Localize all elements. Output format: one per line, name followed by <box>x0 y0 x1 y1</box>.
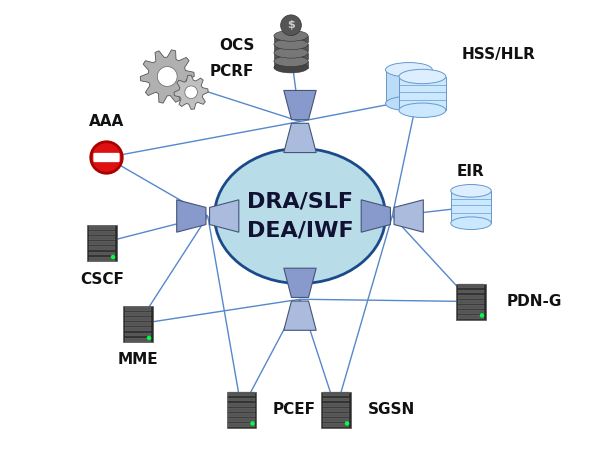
Text: MME: MME <box>118 352 158 368</box>
FancyBboxPatch shape <box>399 76 446 110</box>
FancyBboxPatch shape <box>458 310 484 314</box>
FancyBboxPatch shape <box>228 403 255 406</box>
Ellipse shape <box>386 63 432 77</box>
FancyBboxPatch shape <box>89 247 115 250</box>
Polygon shape <box>394 200 424 232</box>
FancyBboxPatch shape <box>274 44 308 50</box>
FancyBboxPatch shape <box>228 418 255 422</box>
Text: DRA/SLF
DEA/IWF: DRA/SLF DEA/IWF <box>247 191 353 241</box>
FancyBboxPatch shape <box>228 408 255 412</box>
FancyBboxPatch shape <box>458 295 484 298</box>
FancyBboxPatch shape <box>89 226 115 230</box>
Polygon shape <box>361 200 391 232</box>
Polygon shape <box>284 123 316 153</box>
FancyBboxPatch shape <box>386 70 432 104</box>
Polygon shape <box>174 75 208 109</box>
FancyBboxPatch shape <box>274 53 308 59</box>
Text: PCEF: PCEF <box>273 402 316 417</box>
FancyBboxPatch shape <box>88 225 116 261</box>
Ellipse shape <box>185 86 197 99</box>
Ellipse shape <box>451 184 491 197</box>
Text: $: $ <box>287 20 295 30</box>
Circle shape <box>250 421 255 426</box>
Polygon shape <box>284 90 316 120</box>
Polygon shape <box>284 301 316 330</box>
FancyBboxPatch shape <box>125 312 151 316</box>
Ellipse shape <box>274 31 308 41</box>
Circle shape <box>480 313 484 318</box>
Ellipse shape <box>274 39 308 50</box>
FancyBboxPatch shape <box>323 423 349 427</box>
Ellipse shape <box>157 67 177 86</box>
Circle shape <box>281 15 301 36</box>
FancyBboxPatch shape <box>125 338 151 342</box>
FancyBboxPatch shape <box>458 305 484 309</box>
Ellipse shape <box>399 69 446 84</box>
FancyBboxPatch shape <box>274 36 308 42</box>
Ellipse shape <box>274 56 308 67</box>
Text: SGSN: SGSN <box>367 402 415 417</box>
FancyBboxPatch shape <box>458 300 484 304</box>
FancyBboxPatch shape <box>227 392 256 428</box>
FancyBboxPatch shape <box>125 317 151 321</box>
FancyBboxPatch shape <box>89 231 115 235</box>
Polygon shape <box>284 268 316 297</box>
FancyBboxPatch shape <box>94 153 119 162</box>
FancyBboxPatch shape <box>89 257 115 261</box>
Text: CSCF: CSCF <box>80 271 124 287</box>
FancyBboxPatch shape <box>125 322 151 326</box>
Ellipse shape <box>451 217 491 230</box>
FancyBboxPatch shape <box>124 306 152 342</box>
FancyBboxPatch shape <box>228 413 255 417</box>
FancyBboxPatch shape <box>228 392 255 396</box>
Ellipse shape <box>274 62 308 73</box>
FancyBboxPatch shape <box>323 413 349 417</box>
FancyBboxPatch shape <box>89 252 115 256</box>
Ellipse shape <box>386 96 432 111</box>
FancyBboxPatch shape <box>89 241 115 245</box>
Circle shape <box>147 336 151 340</box>
FancyBboxPatch shape <box>228 397 255 401</box>
Text: AAA: AAA <box>89 114 124 129</box>
FancyBboxPatch shape <box>323 403 349 406</box>
FancyBboxPatch shape <box>323 392 349 396</box>
FancyBboxPatch shape <box>274 61 308 68</box>
FancyBboxPatch shape <box>458 315 484 319</box>
FancyBboxPatch shape <box>458 284 484 288</box>
Ellipse shape <box>399 103 446 117</box>
Ellipse shape <box>215 148 386 284</box>
Text: HSS/HLR: HSS/HLR <box>462 46 536 62</box>
FancyBboxPatch shape <box>323 408 349 412</box>
FancyBboxPatch shape <box>458 289 484 293</box>
FancyBboxPatch shape <box>323 418 349 422</box>
Polygon shape <box>176 200 206 232</box>
Text: OCS: OCS <box>220 37 255 53</box>
FancyBboxPatch shape <box>125 333 151 337</box>
FancyBboxPatch shape <box>457 284 485 320</box>
FancyBboxPatch shape <box>323 397 349 401</box>
Ellipse shape <box>274 47 308 58</box>
Circle shape <box>345 421 349 426</box>
FancyBboxPatch shape <box>322 392 350 428</box>
FancyBboxPatch shape <box>228 423 255 427</box>
Polygon shape <box>140 50 194 103</box>
Circle shape <box>91 142 122 173</box>
FancyBboxPatch shape <box>451 191 491 223</box>
Text: PDN-G: PDN-G <box>507 294 562 309</box>
FancyBboxPatch shape <box>125 307 151 311</box>
Polygon shape <box>209 200 239 232</box>
Text: PCRF: PCRF <box>210 64 254 80</box>
FancyBboxPatch shape <box>125 328 151 331</box>
Circle shape <box>111 255 115 259</box>
Text: EIR: EIR <box>457 163 485 179</box>
FancyBboxPatch shape <box>89 236 115 240</box>
